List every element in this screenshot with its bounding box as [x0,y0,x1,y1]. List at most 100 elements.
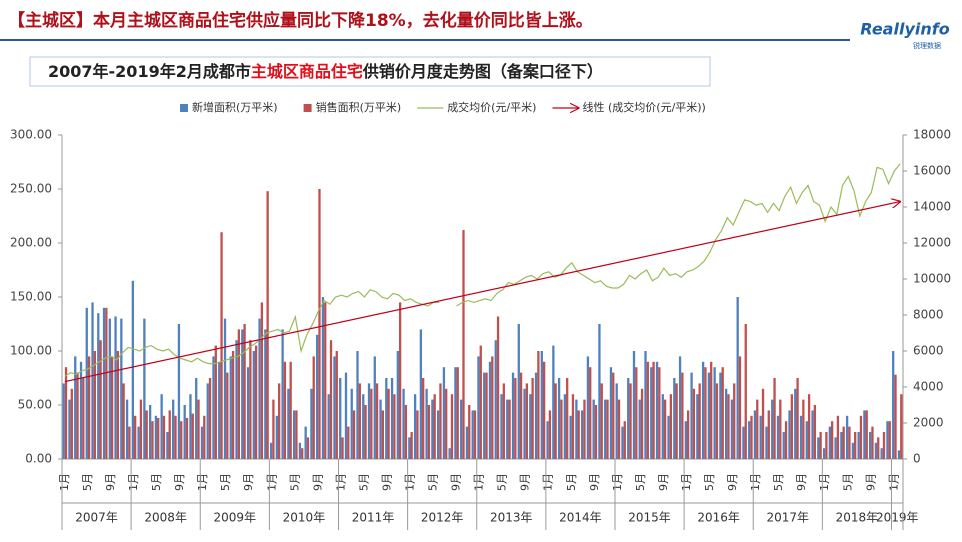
x-tick-label: 5月 [496,473,509,491]
y2-tick-label: 12000 [913,236,951,250]
y2-tick-label: 14000 [913,200,951,214]
bar [174,415,177,459]
bar [802,399,805,459]
bar [508,399,511,459]
x-tick-label: 5月 [565,473,578,491]
y-tick-label: 0.00 [25,452,52,466]
bar [627,378,630,459]
bar [753,410,757,459]
bar [686,410,690,459]
bar [581,410,584,459]
bar [863,410,866,459]
bar [125,399,129,459]
bar [817,437,820,459]
x-tick-label: 1月 [749,473,762,491]
bar [208,378,212,459]
bar [848,426,851,459]
bar [799,415,803,459]
bar [485,372,488,459]
bar [886,421,889,459]
x-tick-label: 5月 [703,473,716,491]
bar [206,383,209,459]
bar [517,324,520,459]
bar [880,448,883,459]
bar [385,378,388,459]
bar [874,442,878,459]
bar [640,388,644,459]
year-label: 2012年 [421,511,464,525]
bar [306,437,310,459]
legend-label: 销售面积(万平米) [316,100,402,114]
bar [460,399,463,459]
bar [122,383,125,459]
bar [537,351,540,459]
bar [748,421,751,459]
bar [324,302,327,459]
bar [416,410,419,459]
bar [87,356,91,459]
bar [131,280,135,459]
bar [661,394,664,459]
bar [477,356,480,459]
bar [710,361,713,459]
bar [258,318,261,459]
bar [214,345,217,459]
bar [479,345,482,459]
bar [68,399,71,459]
bar [548,410,552,459]
bar [419,329,423,459]
bar [730,399,734,459]
bar [796,378,799,459]
bar [554,383,557,459]
bar [362,394,365,459]
title-box [29,56,711,87]
year-label: 2013年 [490,511,533,525]
bar [819,432,822,459]
bar [606,399,609,459]
year-label: 2016年 [697,511,740,525]
bar [646,361,649,459]
bar [583,399,586,459]
bar [364,405,367,459]
bar [788,410,791,459]
x-tick-label: 5月 [841,473,854,491]
y-tick-label: 50.00 [18,398,52,412]
bar [180,421,183,459]
bar [681,372,684,459]
bar [721,367,724,459]
bar [496,316,500,459]
bar [160,394,163,459]
bar [422,378,425,459]
bar [500,394,503,459]
bar [269,442,273,459]
bar [99,340,102,459]
bar [254,345,258,459]
year-label: 2011年 [352,511,395,525]
x-tick-label: 5月 [81,473,94,491]
bar [776,415,780,459]
bar [85,307,88,459]
y2-tick-label: 10000 [913,272,951,286]
bar [604,399,607,459]
bar [794,388,797,459]
bar [278,383,281,459]
bar [882,432,886,459]
bar [471,410,474,459]
bar [454,367,457,459]
chart-title: 2007年-2019年2月成都市主城区商品住宅供销价月度走势图（备案口径下） [48,62,603,81]
y2-tick-label: 8000 [913,308,944,322]
y2-tick-label: 0 [913,452,921,466]
bar [644,351,647,459]
bar [813,405,817,459]
x-tick-label: 1月 [196,473,209,491]
bar [609,367,613,459]
x-tick-label: 1月 [611,473,624,491]
bar [393,394,396,459]
bar [295,410,298,459]
bar [316,334,319,459]
bar [506,399,509,459]
bar [370,388,373,459]
page-title: 【主城区】本月主城区商品住宅供应量同比下降18%，去化量价同比皆上涨。 [8,10,593,31]
bar [771,399,774,459]
